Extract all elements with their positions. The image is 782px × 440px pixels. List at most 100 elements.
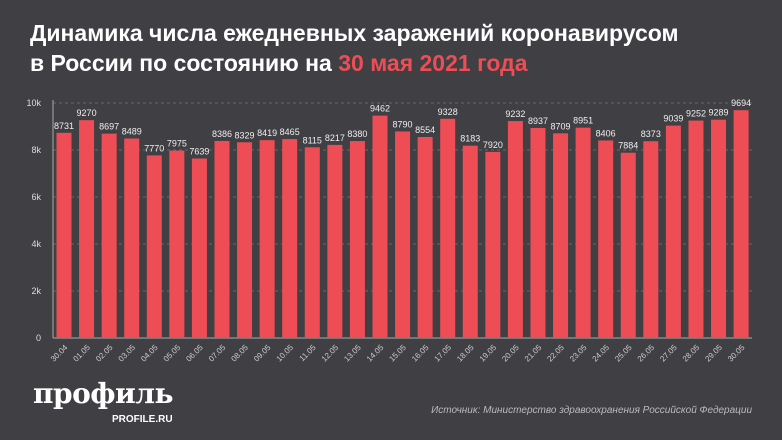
data-label: 7975 [167,139,187,149]
data-label: 8406 [596,128,616,138]
x-tick-label: 14.05 [365,343,386,364]
data-label: 8709 [551,121,571,131]
data-label: 9694 [731,98,751,108]
data-label: 8937 [528,116,548,126]
x-tick-label: 15.05 [387,343,408,364]
bar [530,127,546,338]
data-label: 9270 [77,108,97,118]
bar [643,141,659,338]
bar [711,119,727,339]
x-tick-label: 04.05 [139,343,160,364]
data-label: 9232 [505,109,525,119]
data-label: 8329 [235,130,255,140]
bar [327,144,343,338]
title-line-1: Динамика числа ежедневных заражений коро… [30,20,679,46]
bar [440,118,456,339]
bar [507,121,523,338]
bar [417,136,433,338]
bar [237,142,253,338]
x-tick-label: 20.05 [500,343,521,364]
x-tick-label: 03.05 [117,343,138,364]
data-label: 9462 [370,104,390,114]
data-label: 7884 [618,141,638,151]
bar [665,125,681,338]
x-tick-label: 25.05 [613,343,634,364]
title-date: 30 мая 2021 года [338,50,528,76]
logo-site: PROFILE.RU [112,414,173,425]
data-label: 8465 [280,127,300,137]
data-label: 9289 [709,108,729,118]
x-tick-label: 08.05 [229,343,250,364]
x-tick-label: 06.05 [184,343,205,364]
bar [214,140,230,338]
bar [124,138,140,338]
bar [169,150,185,338]
bar [282,139,298,338]
data-label: 7920 [483,140,503,150]
bar [56,132,72,338]
data-label: 8554 [415,125,435,135]
x-tick-label: 09.05 [252,343,273,364]
x-tick-label: 18.05 [455,343,476,364]
data-label: 8115 [303,135,322,145]
data-label: 8373 [641,129,661,139]
x-tick-label: 05.05 [162,343,183,364]
x-tick-label: 30.04 [49,343,70,364]
bar [620,152,636,338]
data-label: 8419 [257,128,277,138]
source-note: Источник: Министерство здравоохранения Р… [431,405,752,416]
x-tick-label: 10.05 [275,343,296,364]
data-label: 8380 [347,129,367,139]
x-tick-label: 01.05 [71,343,92,364]
x-tick-label: 23.05 [568,343,589,364]
x-tick-label: 26.05 [636,343,657,364]
y-tick-label: 4k [31,239,41,249]
x-tick-label: 22.05 [545,343,566,364]
x-tick-label: 17.05 [433,343,454,364]
y-tick-label: 2k [31,286,41,296]
x-tick-label: 29.05 [703,343,724,364]
logo: профиль [33,377,174,410]
y-tick-label: 10k [26,98,41,108]
bar [485,151,501,338]
y-tick-label: 8k [31,145,41,155]
x-tick-label: 21.05 [523,343,544,364]
x-tick-label: 30.05 [726,343,747,364]
y-tick-label: 6k [31,192,41,202]
bar [575,127,591,339]
data-label: 8489 [122,127,142,137]
x-tick-label: 24.05 [591,343,612,364]
x-tick-label: 28.05 [681,343,702,364]
x-tick-label: 19.05 [478,343,499,364]
x-tick-label: 11.05 [298,343,318,363]
bar [191,158,207,338]
x-tick-label: 12.05 [320,343,341,364]
data-label: 9252 [686,109,706,119]
bar [304,147,320,338]
x-tick-label: 07.05 [207,343,228,364]
data-label: 8731 [54,121,74,131]
data-label: 7639 [189,146,209,156]
chart-title: Динамика числа ежедневных заражений коро… [30,18,780,78]
bar [598,140,614,338]
data-label: 8386 [212,129,232,139]
data-label: 8217 [325,133,345,143]
data-label: 7770 [144,143,164,153]
data-label: 9039 [663,114,683,124]
x-tick-label: 16.05 [410,343,431,364]
data-label: 8697 [99,122,119,132]
bar [733,110,749,338]
data-label: 8790 [393,119,413,129]
bar [462,145,478,338]
data-label: 9328 [438,107,458,117]
data-label: 8183 [460,134,480,144]
bar [395,131,411,338]
bar [101,133,117,338]
x-tick-label: 13.05 [342,343,363,364]
data-label: 8951 [573,116,593,126]
bar [146,155,162,338]
bar [79,120,95,338]
bar [688,120,704,338]
bar [259,140,275,338]
